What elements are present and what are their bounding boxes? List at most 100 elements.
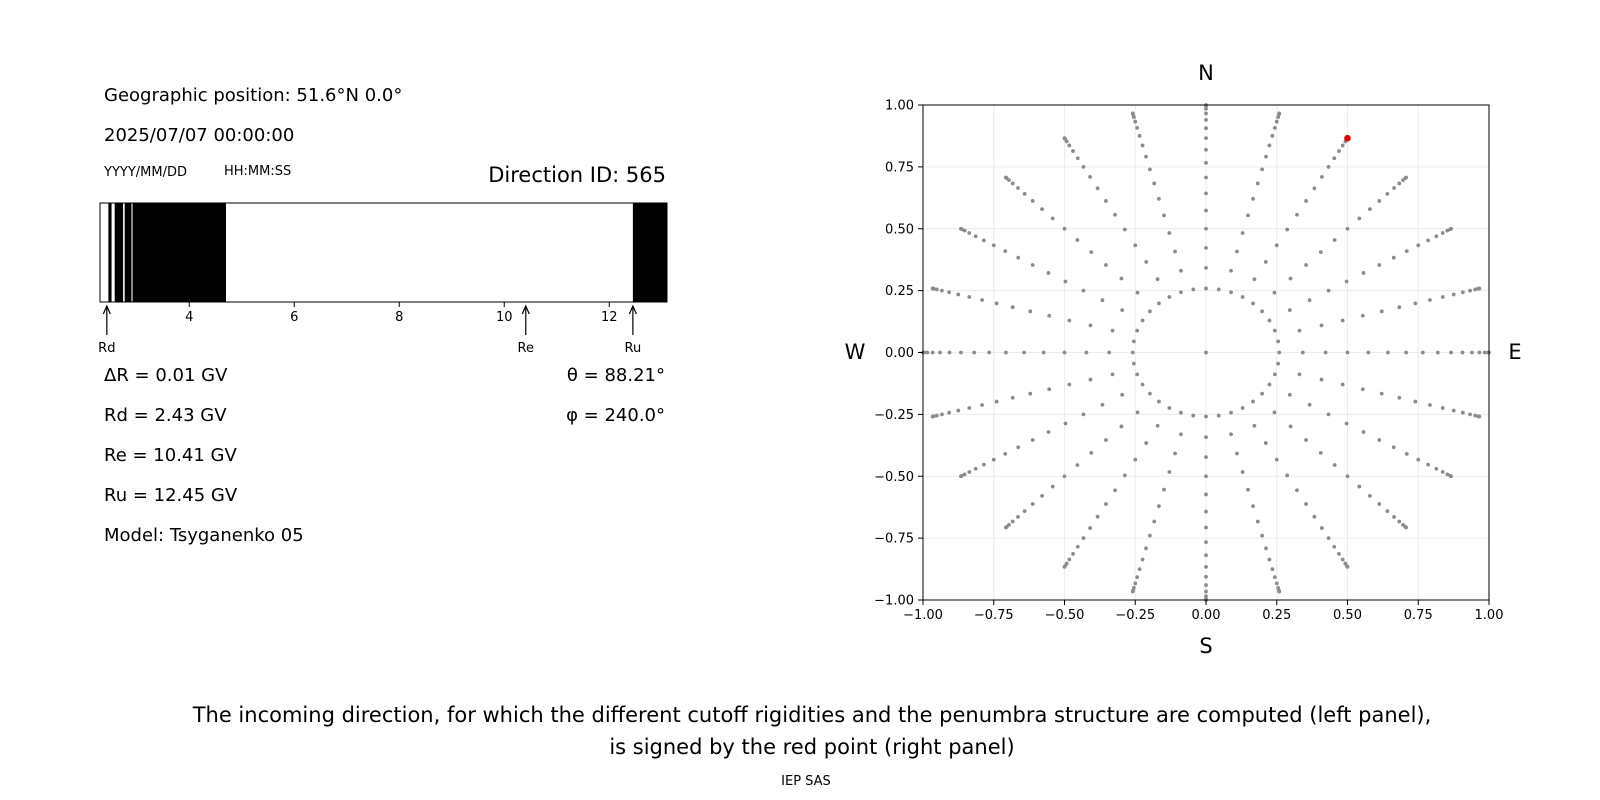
direction-point <box>1272 575 1277 580</box>
direction-point <box>1312 186 1317 191</box>
model-label: Model: Tsyganenko 05 <box>104 525 304 546</box>
x-tick-label: 0.25 <box>1262 608 1291 623</box>
direction-point <box>1216 413 1221 418</box>
direction-point <box>972 350 977 355</box>
direction-point <box>1276 361 1281 366</box>
direction-point <box>1260 391 1265 396</box>
direction-point <box>1119 424 1124 429</box>
direction-point <box>1377 502 1382 506</box>
direction-point <box>1191 413 1196 418</box>
direction-point <box>1003 525 1008 530</box>
marker-label-rd: Rd <box>98 341 115 356</box>
direction-point <box>981 238 986 243</box>
direction-point <box>1067 382 1072 387</box>
direction-point <box>1255 519 1260 524</box>
direction-point <box>1428 298 1432 302</box>
direction-point <box>967 231 972 235</box>
direction-point <box>940 412 944 417</box>
direction-point <box>1140 557 1145 562</box>
direction-point <box>1274 119 1279 124</box>
direction-point <box>1204 509 1208 514</box>
direction-point <box>1088 323 1093 328</box>
direction-point <box>947 290 952 295</box>
y-tick-label: 1.00 <box>885 99 914 114</box>
direction-point <box>940 288 944 293</box>
direction-point <box>1062 226 1067 231</box>
direction-point <box>1089 250 1094 255</box>
direction-point <box>930 350 935 355</box>
direction-point <box>1344 279 1349 284</box>
direction-point <box>1022 191 1027 196</box>
direction-point <box>1274 581 1279 586</box>
direction-point <box>1010 305 1015 310</box>
direction-point <box>1267 318 1272 323</box>
direction-point <box>956 408 961 413</box>
direction-point <box>1240 470 1245 474</box>
direction-point <box>1167 231 1172 235</box>
direction-point <box>1016 186 1020 190</box>
direction-point <box>1295 212 1299 217</box>
direction-point <box>1204 455 1208 459</box>
direction-point <box>1157 301 1161 306</box>
x-tick-label: −0.50 <box>1045 608 1085 623</box>
direction-point <box>1344 421 1349 426</box>
direction-point <box>1252 277 1257 282</box>
x-tick-label: 0.50 <box>1333 608 1362 623</box>
direction-point <box>1003 451 1008 456</box>
direction-point <box>1379 391 1384 396</box>
direction-point <box>1319 323 1324 328</box>
direction-point <box>1104 263 1108 267</box>
direction-point <box>1272 290 1277 295</box>
direction-point <box>1140 318 1145 323</box>
direction-point <box>1016 515 1020 519</box>
direction-point <box>1104 438 1108 442</box>
direction-point <box>1003 175 1008 180</box>
direction-point <box>925 350 930 355</box>
direction-point <box>1081 536 1086 541</box>
direction-point <box>967 470 972 474</box>
direction-point <box>1287 392 1292 397</box>
geographic-position: Geographic position: 51.6°N 0.0° <box>104 85 403 106</box>
direction-point <box>1357 484 1362 489</box>
direction-point <box>1050 216 1055 221</box>
direction-point <box>1470 350 1474 355</box>
direction-point <box>1204 136 1208 141</box>
direction-id: Direction ID: 565 <box>488 163 666 187</box>
direction-point <box>1204 589 1208 594</box>
direction-point <box>1377 263 1382 267</box>
y-tick-label: −1.00 <box>874 594 914 609</box>
direction-point <box>1204 435 1208 440</box>
direction-point <box>1040 493 1044 498</box>
direction-point <box>1067 557 1072 562</box>
direction-point <box>1204 226 1208 231</box>
direction-point <box>1345 564 1350 569</box>
direction-point <box>1133 581 1138 586</box>
caption-line-1: The incoming direction, for which the di… <box>192 703 1432 727</box>
direction-point <box>1397 305 1402 310</box>
theta-value: θ = 88.21° <box>566 365 665 386</box>
x-tick-label: 0.75 <box>1404 608 1433 623</box>
direction-point <box>1377 199 1382 203</box>
direction-point <box>1460 410 1465 415</box>
direction-point <box>1067 318 1072 323</box>
direction-point <box>1449 350 1453 355</box>
direction-point <box>1131 361 1136 366</box>
direction-point <box>1022 509 1027 514</box>
direction-point <box>1434 466 1439 471</box>
direction-point <box>1135 290 1140 295</box>
direction-point <box>1361 430 1366 434</box>
direction-point <box>1260 533 1265 538</box>
caption-line-2: is signed by the red point (right panel) <box>609 735 1015 759</box>
direction-point <box>1263 441 1268 445</box>
y-tick-label: 0.50 <box>885 222 914 237</box>
direction-point <box>1229 268 1233 273</box>
time-format-label: HH:MM:SS <box>224 164 292 179</box>
direction-point <box>1297 372 1302 377</box>
direction-point <box>1137 567 1142 572</box>
direction-point <box>1216 287 1221 292</box>
direction-point <box>1440 295 1445 299</box>
direction-point <box>1081 288 1086 293</box>
forbidden-band <box>114 203 124 302</box>
direction-point <box>1477 350 1482 355</box>
direction-point <box>1110 372 1115 377</box>
